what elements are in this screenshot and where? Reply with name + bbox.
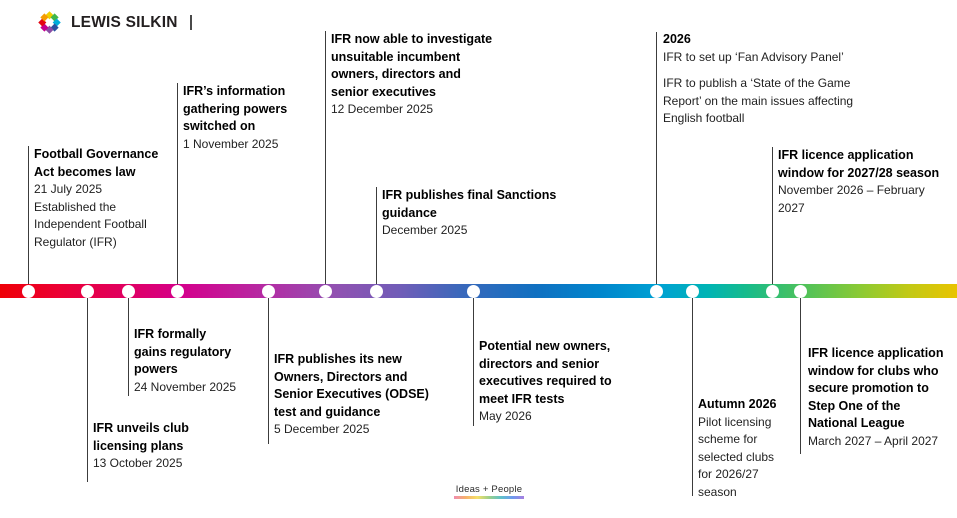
- timeline-dot: [765, 284, 779, 298]
- event-licence-window-2027-28: IFR licence application window for 2027/…: [778, 147, 950, 217]
- event-date: 5 December 2025: [274, 422, 370, 436]
- connector-line: [176, 83, 178, 284]
- event-title: 2026: [663, 32, 691, 46]
- event-title: IFR licence application window for 2027/…: [778, 148, 940, 180]
- event-desc: IFR to set up ‘Fan Advisory Panel’: [663, 49, 844, 64]
- event-title: IFR publishes its new Owners, Directors …: [274, 352, 429, 419]
- timeline-dot: [261, 284, 275, 298]
- event-info-gathering-powers: IFR’s information gathering powers switc…: [183, 83, 318, 153]
- event-date: November 2026 – February 2027: [778, 183, 925, 215]
- timeline-dot: [369, 284, 383, 298]
- footer: Ideas + People: [454, 484, 524, 499]
- event-sanctions-guidance: IFR publishes final Sanctions guidance D…: [382, 187, 582, 240]
- pinwheel-logo-icon: [38, 11, 61, 34]
- event-date: March 2027 – April 2027: [808, 433, 939, 448]
- event-title: Football Governance Act becomes law: [34, 147, 159, 179]
- connector-line: [267, 298, 269, 444]
- footer-tagline: Ideas + People: [455, 484, 523, 495]
- event-title: IFR licence application window for clubs…: [808, 346, 944, 430]
- timeline-dot: [649, 284, 663, 298]
- connector-line: [86, 298, 88, 482]
- event-odse-test: IFR publishes its new Owners, Directors …: [274, 351, 449, 439]
- connector-line: [691, 298, 693, 496]
- event-title: IFR’s information gathering powers switc…: [183, 84, 288, 133]
- timeline-dot: [170, 284, 184, 298]
- event-regulatory-powers: IFR formally gains regulatory powers 24 …: [134, 326, 254, 396]
- event-desc: Established the Independent Football Reg…: [34, 199, 147, 249]
- event-title: Potential new owners, directors and seni…: [479, 339, 612, 406]
- event-title: IFR formally gains regulatory powers: [134, 327, 232, 376]
- rainbow-underline: [454, 496, 524, 499]
- timeline-dot: [21, 284, 35, 298]
- timeline-dot: [80, 284, 94, 298]
- timeline-dot: [793, 284, 807, 298]
- connector-line: [655, 32, 657, 284]
- brand-wordmark: LEWIS SILKIN: [71, 13, 178, 31]
- event-desc: Pilot licensing scheme for selected club…: [698, 414, 775, 499]
- event-date: 24 November 2025: [134, 379, 237, 394]
- event-date: May 2026: [479, 409, 532, 423]
- event-title: IFR publishes final Sanctions guidance: [382, 188, 557, 220]
- event-desc: IFR to publish a ‘State of the Game Repo…: [663, 76, 854, 125]
- event-autumn-2026-pilot: Autumn 2026 Pilot licensing scheme for s…: [698, 396, 798, 501]
- timeline-dot: [466, 284, 480, 298]
- event-act-becomes-law: Football Governance Act becomes law 21 J…: [34, 146, 184, 251]
- event-title: IFR now able to investigate unsuitable i…: [331, 32, 493, 99]
- event-title: Autumn 2026: [698, 397, 777, 411]
- timeline-dot: [121, 284, 135, 298]
- event-date: 13 October 2025: [93, 456, 183, 470]
- logo-separator: [189, 15, 192, 30]
- connector-line: [375, 187, 377, 284]
- connector-line: [472, 298, 474, 426]
- event-licence-window-national-league: IFR licence application window for clubs…: [808, 345, 957, 450]
- connector-line: [27, 146, 29, 284]
- event-owners-meet-tests: Potential new owners, directors and seni…: [479, 338, 649, 426]
- event-date: December 2025: [382, 223, 468, 237]
- event-date: 1 November 2025: [183, 136, 279, 151]
- connector-line: [324, 31, 326, 284]
- event-date: 12 December 2025: [331, 102, 434, 116]
- timeline-dot: [685, 284, 699, 298]
- connector-line: [771, 147, 773, 284]
- event-2026-fan-panel: 2026 IFR to set up ‘Fan Advisory Panel’ …: [663, 31, 893, 128]
- connector-line: [127, 298, 129, 396]
- event-club-licensing-plans: IFR unveils club licensing plans 13 Octo…: [93, 420, 233, 473]
- connector-line: [799, 298, 801, 454]
- brand-logo: LEWIS SILKIN: [36, 9, 192, 36]
- event-investigate-owners: IFR now able to investigate unsuitable i…: [331, 31, 521, 119]
- event-date: 21 July 2025: [34, 182, 103, 196]
- timeline-dot: [318, 284, 332, 298]
- event-title: IFR unveils club licensing plans: [93, 421, 189, 453]
